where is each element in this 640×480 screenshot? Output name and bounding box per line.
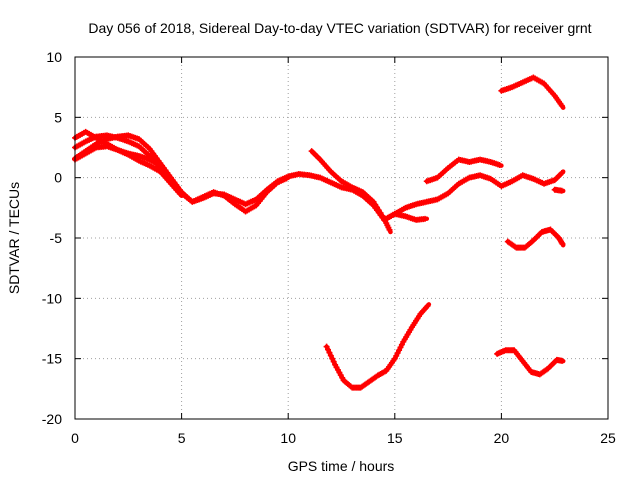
data-point [326, 349, 333, 356]
data-point [559, 357, 566, 364]
series-trace-d [72, 143, 163, 168]
series-trace-b [72, 132, 291, 215]
data-point [155, 161, 162, 168]
series-trace-h [498, 74, 566, 110]
x-tick-label: 5 [178, 430, 186, 446]
data-point [324, 346, 331, 353]
data-point [386, 226, 393, 233]
y-tick-label: 5 [54, 109, 62, 125]
data-point [558, 187, 565, 194]
data-point [330, 358, 337, 365]
data-point [496, 161, 503, 168]
data-point [176, 190, 183, 197]
y-tick-label: -5 [50, 230, 63, 246]
y-axis-label: SDTVAR / TECUs [6, 182, 22, 294]
series-trace-i [551, 186, 566, 194]
data-point [329, 355, 336, 362]
data-point [424, 302, 431, 309]
data-point [327, 352, 334, 359]
x-axis-label: GPS time / hours [288, 458, 395, 474]
data-series [72, 74, 566, 391]
data-point [422, 215, 429, 222]
data-point [558, 102, 565, 109]
x-tick-label: 15 [387, 430, 403, 446]
data-point [283, 175, 290, 182]
series-trace-k [323, 302, 432, 391]
data-point [559, 241, 566, 248]
y-tick-label: 0 [54, 170, 62, 186]
series-trace-g [423, 156, 504, 185]
x-tick-label: 20 [494, 430, 510, 446]
series-trace-l [494, 347, 566, 378]
series-trace-j [504, 226, 566, 251]
y-tick-label: -10 [42, 290, 62, 306]
chart-title: Day 056 of 2018, Sidereal Day-to-day VTE… [88, 20, 591, 36]
y-tick-label: -20 [42, 411, 62, 427]
data-point [558, 170, 565, 177]
axis-ticks: 0 5 10 15 20 25 10 5 0 -5 -10 -15 -20 [42, 49, 616, 446]
x-tick-label: 25 [600, 430, 616, 446]
series-trace-f [381, 210, 430, 223]
y-tick-label: -15 [42, 351, 62, 367]
x-tick-label: 0 [71, 430, 79, 446]
data-point [323, 343, 330, 350]
y-tick-label: 10 [46, 49, 62, 65]
x-tick-label: 10 [280, 430, 296, 446]
